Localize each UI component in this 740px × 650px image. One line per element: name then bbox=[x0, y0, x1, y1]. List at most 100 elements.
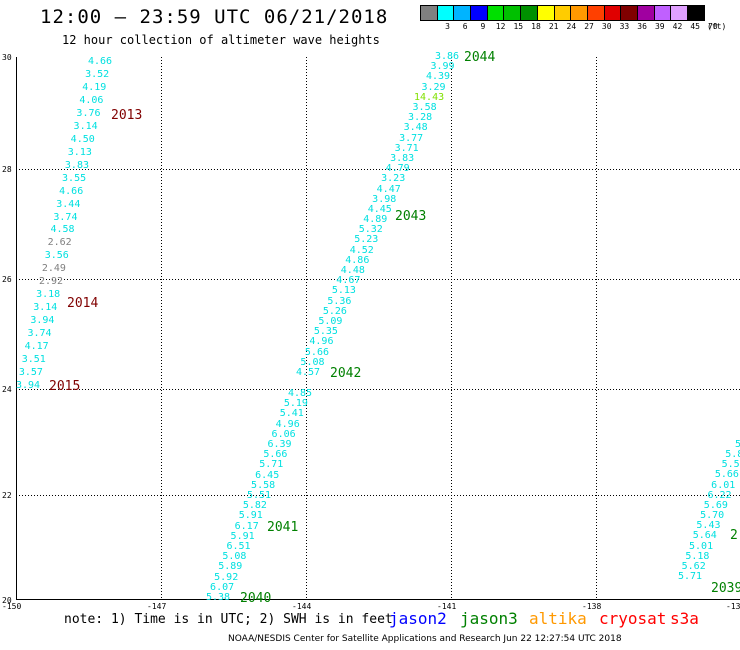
legend-swatch bbox=[603, 5, 622, 21]
wave-height-value: 2.49 bbox=[41, 263, 66, 275]
wave-height-value: 3.18 bbox=[36, 289, 61, 301]
pass-label: 2044 bbox=[464, 50, 496, 65]
x-tick-label: -150 bbox=[2, 602, 22, 611]
wave-height-value: 5 bbox=[734, 439, 740, 450]
wave-height-value: 4.66 bbox=[59, 185, 84, 197]
wave-height-value: 5.82 bbox=[242, 500, 267, 512]
legend-label: 18 bbox=[531, 22, 541, 31]
y-tick-label: 28 bbox=[2, 165, 12, 174]
wave-height-value: 3.94 bbox=[30, 315, 55, 327]
pass-label: 2040 bbox=[240, 591, 272, 606]
wave-height-value: 3.14 bbox=[73, 120, 98, 132]
legend-swatch bbox=[453, 5, 472, 21]
wave-height-value: 5.58 bbox=[251, 479, 276, 491]
wave-height-value: 5.62 bbox=[681, 560, 706, 572]
wave-height-value: 4.17 bbox=[24, 341, 49, 353]
wave-height-value: 5.13 bbox=[331, 285, 356, 297]
wave-height-value: 6.06 bbox=[271, 428, 296, 440]
wave-height-value: 5.71 bbox=[677, 571, 703, 582]
wave-height-value: 4.57 bbox=[295, 367, 321, 378]
wave-height-value: 3.77 bbox=[399, 132, 424, 144]
wave-height-value: 5.23 bbox=[354, 234, 379, 246]
x-tick-label: -141 bbox=[437, 602, 457, 611]
legend-swatch bbox=[586, 5, 605, 21]
wave-height-value: 5.92 bbox=[214, 571, 239, 583]
y-tick-label: 26 bbox=[2, 275, 12, 284]
wave-height-value: 5.09 bbox=[318, 316, 343, 328]
y-tick-label: 22 bbox=[2, 491, 12, 500]
wave-height-value: 5.5 bbox=[721, 459, 740, 471]
wave-height-value: 3.23 bbox=[381, 173, 406, 185]
legend-label: 6 bbox=[462, 22, 468, 31]
wave-height-value: 5.08 bbox=[300, 356, 325, 368]
wave-height-value: 6.17 bbox=[234, 520, 259, 532]
wave-height-value: 3.56 bbox=[44, 250, 69, 262]
wave-height-value: 5.08 bbox=[222, 551, 247, 563]
credit-line: NOAA/NESDIS Center for Satellite Applica… bbox=[228, 634, 622, 644]
wave-height-value: 6.39 bbox=[267, 439, 292, 450]
wave-height-value: 5.89 bbox=[218, 561, 243, 573]
legend-swatch bbox=[620, 5, 638, 21]
legend-swatch bbox=[636, 5, 655, 21]
wave-height-value: 4.52 bbox=[349, 244, 374, 256]
wave-height-value: 3.44 bbox=[56, 198, 81, 210]
wave-height-value: 5.43 bbox=[696, 520, 721, 532]
legend-swatch bbox=[470, 5, 488, 21]
pass-label: 2039 bbox=[711, 581, 740, 596]
wave-height-value: 3.74 bbox=[27, 328, 52, 340]
legend-swatch bbox=[687, 5, 705, 21]
wave-height-value: 6.22 bbox=[707, 489, 732, 501]
wave-height-value: 3.29 bbox=[421, 81, 446, 93]
wave-height-value: 4.19 bbox=[82, 81, 107, 93]
wave-height-value: 3.28 bbox=[408, 112, 433, 124]
wave-height-value: 3.14 bbox=[33, 302, 58, 314]
legend-label: 3 bbox=[445, 22, 450, 31]
map-frame bbox=[16, 57, 740, 600]
wave-height-value: 5.69 bbox=[703, 499, 728, 511]
legend-labels: 3 6 9 12 15 18 21 24 27 30 33 36 39 42 45 70 bbox=[421, 22, 722, 31]
wave-height-value: 5.26 bbox=[322, 305, 347, 317]
wave-height-value: 2.62 bbox=[47, 237, 72, 249]
wave-height-value: 5.91 bbox=[230, 530, 255, 542]
mission-label: jason2 bbox=[389, 609, 447, 628]
wave-height-value: 6.01 bbox=[711, 479, 736, 491]
wave-height-value: 5.19 bbox=[283, 398, 308, 410]
pass-label: 2013 bbox=[111, 108, 143, 123]
grid-lines bbox=[16, 57, 740, 600]
wave-height-value: 4.48 bbox=[340, 265, 365, 277]
legend-label: 15 bbox=[513, 22, 524, 31]
legend-label: 70 bbox=[708, 22, 718, 31]
legend-swatch bbox=[670, 5, 688, 21]
pass-label: 2043 bbox=[395, 209, 427, 224]
wave-height-value: 5.38 bbox=[205, 592, 231, 603]
wave-height-value: 3.83 bbox=[64, 159, 89, 171]
legend-swatch bbox=[553, 5, 572, 21]
x-tick-label: -144 bbox=[292, 602, 312, 611]
wave-height-value: 5.41 bbox=[279, 408, 304, 420]
wave-height-value: 6.51 bbox=[226, 541, 251, 552]
x-tick-label: -138 bbox=[582, 602, 602, 611]
wave-height-value: 5.91 bbox=[238, 510, 263, 522]
wave-height-value: 4.86 bbox=[345, 254, 370, 266]
y-tick-label: 30 bbox=[2, 53, 12, 62]
wave-height-value: 5.36 bbox=[327, 295, 352, 307]
map-title: 12:00 – 23:59 UTC 06/21/2018 bbox=[40, 6, 389, 28]
wave-height-value: 5.8 bbox=[725, 449, 740, 461]
wave-height-value: 4.39 bbox=[425, 71, 451, 83]
wave-height-value: 3.58 bbox=[412, 101, 437, 113]
wave-height-value: 3.99 bbox=[430, 61, 455, 73]
wave-height-value: 4.85 bbox=[287, 388, 313, 399]
wave-height-value: 2.92 bbox=[38, 276, 64, 288]
wave-height-value: 5.70 bbox=[700, 510, 725, 522]
legend-swatch bbox=[486, 5, 505, 21]
wave-height-value: 3.83 bbox=[390, 152, 415, 164]
wave-height-value: 5.66 bbox=[304, 346, 329, 358]
legend-swatch bbox=[520, 5, 538, 21]
legend-swatch bbox=[570, 5, 588, 21]
legend-label: 21 bbox=[548, 22, 559, 31]
legend-label: 9 bbox=[480, 22, 486, 31]
wave-height-value: 5.18 bbox=[685, 550, 710, 562]
legend-swatch bbox=[653, 5, 672, 21]
wave-height-value: 6.45 bbox=[255, 469, 280, 481]
